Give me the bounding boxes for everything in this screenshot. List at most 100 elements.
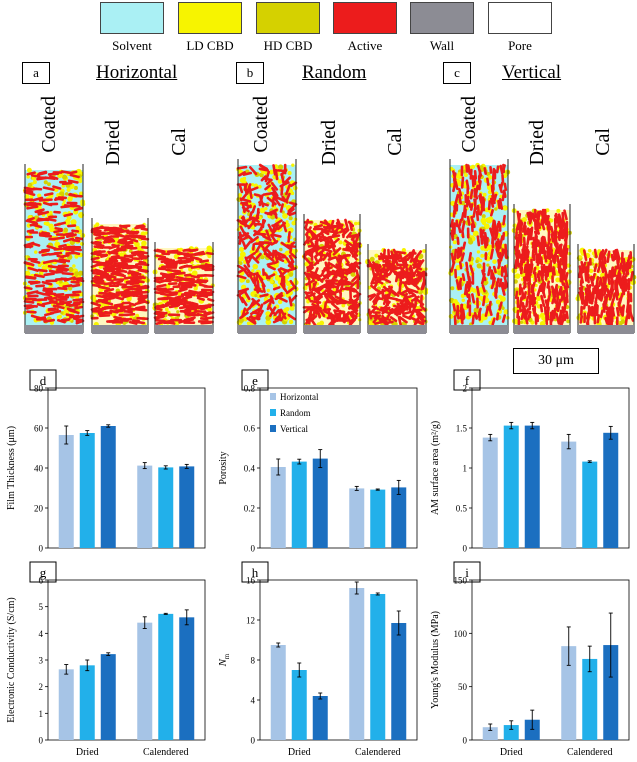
bar-vertical xyxy=(524,719,540,740)
y-tick-label: 0 xyxy=(251,544,256,554)
bar-vertical xyxy=(603,645,619,740)
microstructure-3 xyxy=(236,159,299,334)
bar-horizontal xyxy=(349,588,365,740)
bar-vertical xyxy=(391,623,407,740)
legend-swatch-hd-cbd xyxy=(256,2,320,34)
bar-vertical xyxy=(100,654,116,740)
bar-vertical xyxy=(312,696,328,740)
y-tick-label: 1.5 xyxy=(456,424,468,434)
bar-random xyxy=(370,489,386,548)
y-tick-label: 4 xyxy=(251,696,256,706)
chart-label-d: d xyxy=(29,369,57,391)
bar-vertical xyxy=(100,426,116,548)
y-tick-label: 0.5 xyxy=(456,504,468,514)
chart-e: e 0 0.2 0.4 0.6 0.8 Porosity Horizontal Random Ve… xyxy=(218,369,418,554)
panel-title-horizontal: Horizontal xyxy=(96,62,178,83)
bar-vertical xyxy=(391,487,407,548)
y-tick-label: 8 xyxy=(251,656,256,666)
bar-random xyxy=(291,461,307,548)
bar-random xyxy=(582,658,598,740)
chart-i: i 0 50 100 150 Young's Modulus (MPa) Dried Cale… xyxy=(430,561,630,758)
legend-label-active: Active xyxy=(347,38,383,53)
legend-swatch-solvent xyxy=(100,2,164,34)
y-tick-label: 0.6 xyxy=(244,424,256,434)
legend-key-horizontal xyxy=(270,393,276,400)
chart-h: h 0 4 8 12 16 Nm Dried Calendered xyxy=(217,561,418,758)
x-tick-label: Calendered xyxy=(143,747,189,758)
legend-label-ld-cbd: LD CBD xyxy=(186,38,234,53)
microstructure-0 xyxy=(22,164,86,334)
y-tick-label: 3 xyxy=(39,656,44,666)
y-axis-label: AM surface area (m²/g) xyxy=(430,421,441,515)
chart-letter: e xyxy=(252,373,258,388)
y-tick-label: 1 xyxy=(39,709,44,719)
bar-horizontal xyxy=(58,435,74,548)
scale-bar-label: 30 μm xyxy=(513,348,599,374)
y-tick-label: 0.8 xyxy=(244,384,256,394)
y-tick-label: 0.2 xyxy=(244,504,255,514)
material-legend: Solvent LD CBD HD CBD Active Wall Pore xyxy=(0,0,637,60)
panel-title-random: Random xyxy=(302,62,367,83)
legend-swatch-wall xyxy=(410,2,474,34)
legend-label-wall: Wall xyxy=(429,38,455,53)
bar-vertical xyxy=(524,425,540,548)
panel-label-b: b xyxy=(236,62,264,84)
chart-letter: d xyxy=(40,373,47,388)
bar-random xyxy=(79,433,95,548)
bar-random xyxy=(370,594,386,740)
bar-vertical xyxy=(312,458,328,548)
panel-title-vertical: Vertical xyxy=(502,62,562,83)
y-tick-label: 80 xyxy=(34,384,44,394)
y-tick-label: 0.4 xyxy=(244,464,256,474)
legend-label-solvent: Solvent xyxy=(112,38,152,53)
microstructure-images xyxy=(22,159,637,334)
chart-letter: g xyxy=(40,565,47,580)
y-axis-label: Film Thickness (μm) xyxy=(6,426,17,510)
chart-label-g: g xyxy=(29,561,57,583)
y-tick-label: 2 xyxy=(39,682,44,692)
bar-random xyxy=(79,665,95,740)
legend-label-pore: Pore xyxy=(508,38,532,53)
y-tick-label: 40 xyxy=(34,464,44,474)
y-tick-label: 20 xyxy=(34,504,44,514)
y-tick-label: 0 xyxy=(251,736,256,746)
y-tick-label: 50 xyxy=(458,682,468,692)
chart-label-i: i xyxy=(453,561,481,583)
bar-random xyxy=(582,461,598,548)
legend-key-vertical xyxy=(270,425,276,432)
bar-random xyxy=(291,670,307,740)
chart-label-f: f xyxy=(453,369,481,391)
panel-label-a: a xyxy=(22,62,50,84)
legend-swatch-ld-cbd xyxy=(178,2,242,34)
bar-random xyxy=(158,467,174,548)
y-tick-label: 0 xyxy=(39,544,44,554)
x-tick-label: Calendered xyxy=(355,747,401,758)
chart-letter: h xyxy=(252,565,259,580)
microstructure-7 xyxy=(511,204,572,334)
chart-letter: i xyxy=(465,565,469,580)
bar-vertical xyxy=(179,617,195,740)
y-tick-label: 12 xyxy=(246,616,255,626)
chart-label-h: h xyxy=(241,561,269,583)
bar-horizontal xyxy=(349,488,365,548)
panel-label-c: c xyxy=(443,62,471,84)
legend-swatch-pore xyxy=(488,2,552,34)
chart-g: g 0 1 2 3 4 5 6 Electronic Conductivity (S/cm) Dr… xyxy=(6,561,206,758)
bar-vertical xyxy=(179,466,195,548)
x-tick-label: Dried xyxy=(288,747,311,758)
chart-d: d 0 20 40 60 80 Film Thickness (μm) xyxy=(6,369,206,554)
bar-horizontal xyxy=(561,646,577,740)
bar-horizontal xyxy=(270,645,286,740)
bar-horizontal xyxy=(137,465,153,548)
legend-label-random: Random xyxy=(280,408,311,418)
x-tick-label: Dried xyxy=(76,747,99,758)
microstructure-5 xyxy=(365,244,429,334)
legend-label-vertical: Vertical xyxy=(280,424,308,434)
legend-label-hd-cbd: HD CBD xyxy=(263,38,313,53)
y-axis-label: Young's Modulus (MPa) xyxy=(430,611,441,709)
y-tick-label: 60 xyxy=(34,424,44,434)
x-tick-label: Calendered xyxy=(567,747,613,758)
legend-label-horizontal: Horizontal xyxy=(280,392,319,402)
microstructure-6 xyxy=(448,159,511,334)
y-axis-label: Electronic Conductivity (S/cm) xyxy=(6,597,17,723)
